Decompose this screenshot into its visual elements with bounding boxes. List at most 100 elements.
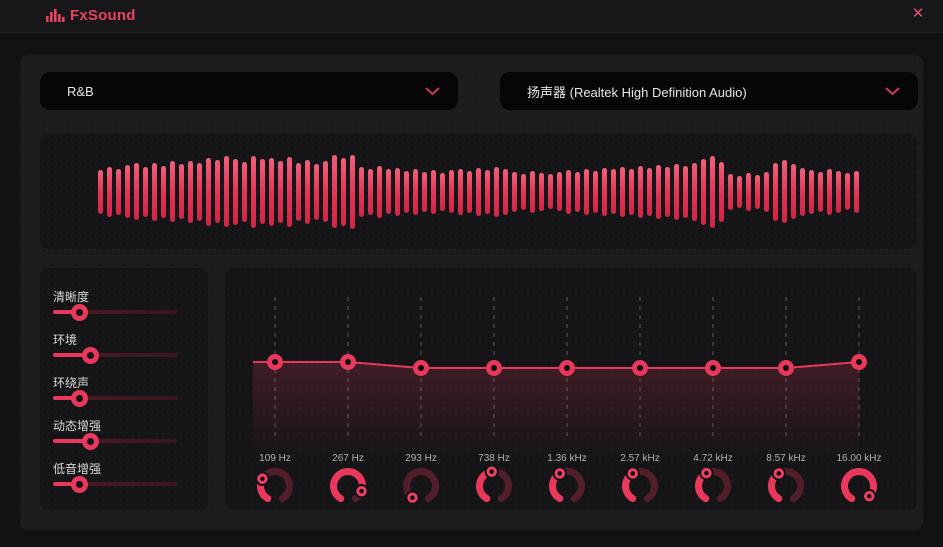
waveform-bar [782,160,787,223]
knob-dial-icon [476,464,512,503]
waveform-bar [332,155,337,228]
freq-label: 267 Hz [332,453,364,464]
waveform-bar [359,166,364,217]
waveform-bar [620,166,625,217]
slider-track[interactable] [53,475,178,493]
waveform-bar [431,169,436,214]
eq-node-hole [418,365,424,371]
waveform-bar [485,169,490,214]
waveform-bar [503,168,508,215]
waveform-bar [449,170,454,213]
slider-thumb[interactable] [70,389,88,407]
eq-knob[interactable] [398,463,444,509]
device-dropdown[interactable]: 扬声器 (Realtek High Definition Audio) [500,72,918,110]
waveform-visualizer [40,134,917,249]
slider-thumb-hole [75,308,83,316]
slider-thumb[interactable] [82,432,99,450]
close-icon: ✕ [911,5,925,22]
waveform-bar [287,156,292,227]
waveform-bar [548,174,553,209]
slider-thumb[interactable] [82,346,99,364]
waveform-bar [575,171,580,212]
eq-knob[interactable] [617,463,663,509]
waveform-bar [395,167,400,216]
slider-group: 低音增强 [53,460,195,496]
waveform-bar [764,171,769,212]
waveform-bar [215,160,220,223]
slider-label: 环境 [53,333,78,347]
waveform-bar [296,162,301,221]
logo-bars-icon [46,9,65,22]
eq-knob[interactable] [836,463,882,509]
eq-knob[interactable] [325,463,371,509]
knob-indicator-hole [704,470,709,476]
preset-dropdown[interactable]: R&B [40,72,458,110]
waveform-bar [260,159,265,224]
waveform-bar [98,169,103,214]
waveform-bar [413,168,418,215]
waveform-bar [854,170,859,213]
slider-label: 低音增强 [53,462,102,476]
waveform-bar [530,170,535,213]
slider-thumb[interactable] [70,475,88,493]
eq-knob[interactable] [544,463,590,509]
waveform-bar [602,167,607,216]
waveform-bar [278,160,283,223]
slider-group: 清晰度 [53,288,195,324]
waveform-bar [818,171,823,212]
waveform-bar [584,168,589,215]
slider-label: 动态增强 [53,419,102,433]
waveform-bar [791,164,796,219]
eq-node-hole [637,365,643,371]
eq-knob[interactable] [763,463,809,509]
eq-curve-graph [253,297,867,458]
slider-thumb-hole [75,480,83,488]
slider-thumb-hole [87,437,94,445]
knob-arc-value [841,468,877,503]
waveform-bar [701,158,706,225]
eq-knob[interactable] [252,463,298,509]
waveform-bar [476,167,481,216]
knob-dial-icon [403,468,439,505]
knob-indicator-hole [776,471,782,476]
slider-label: 环绕声 [53,376,90,390]
waveform-bar [467,170,472,213]
waveform-bar [350,154,355,229]
waveform-bar [845,173,850,210]
slider-track[interactable] [53,389,178,407]
waveform-bar [152,162,157,221]
slider-track[interactable] [53,432,178,450]
slider-track[interactable] [53,346,178,364]
slider-thumb-hole [75,394,83,402]
waveform-bar [755,174,760,209]
waveform-bar [809,169,814,214]
eq-curve [253,361,860,369]
waveform-bar [593,170,598,213]
waveform-bar [728,173,733,210]
slider-track[interactable] [53,303,178,321]
chevron-down-icon [425,87,440,95]
eq-knob[interactable] [690,463,736,509]
waveform-bar [179,164,184,219]
app-title: FxSound [70,7,136,24]
waveform-bar [224,156,229,227]
freq-label: 738 Hz [478,453,510,464]
eq-knob[interactable] [471,463,517,509]
knob-indicator-hole [557,471,563,476]
titlebar: FxSound ✕ [0,0,943,33]
freq-label: 1.36 kHz [547,453,587,464]
chevron-down-icon [885,87,900,95]
preset-value: R&B [67,83,94,99]
waveform-bar [197,162,202,221]
knob-dial-icon [622,466,658,503]
waveform-bar [422,171,427,212]
waveform-bar [305,159,310,224]
waveform-bar [233,158,238,225]
waveform-bar [665,166,670,217]
waveform-bar [206,157,211,226]
close-button[interactable]: ✕ [905,1,931,27]
slider-thumb[interactable] [70,303,88,321]
waveform-bar [404,170,409,213]
freq-label: 293 Hz [405,453,437,464]
